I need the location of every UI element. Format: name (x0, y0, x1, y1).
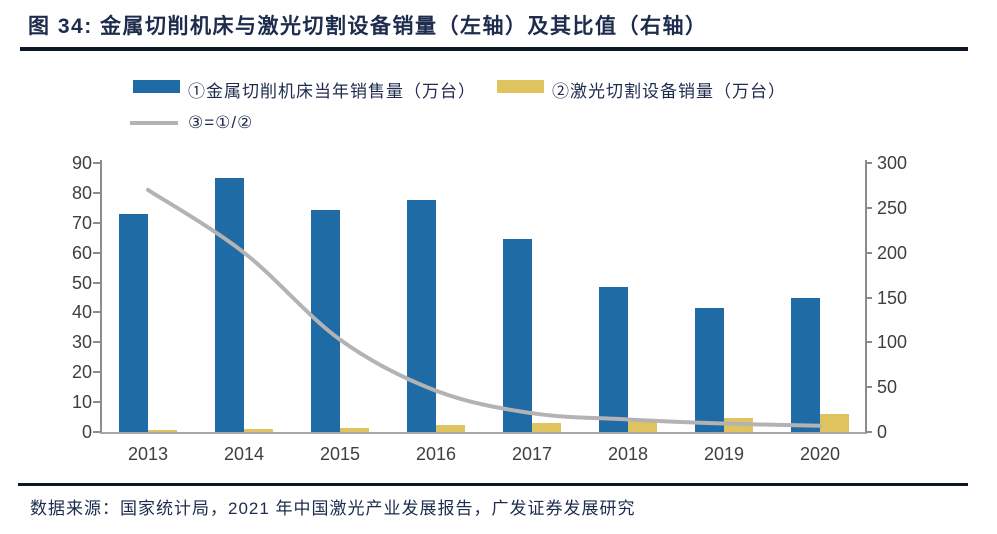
figure-title: 图 34: 金属切削机床与激光切割设备销量（左轴）及其比值（右轴） (28, 15, 708, 38)
x-axis-label-2013: 2013 (127, 444, 169, 464)
footer-divider (18, 483, 968, 486)
bar-laser-equipment-2017 (532, 422, 561, 432)
left-axis-tick-mark (93, 401, 100, 404)
left-axis-tick-label: 0 (81, 422, 92, 442)
left-axis-tick-label: 40 (71, 302, 92, 323)
bar-laser-equipment-2019 (724, 417, 753, 432)
x-axis-label-2018: 2018 (607, 444, 649, 464)
bar-laser-equipment-2018 (628, 420, 657, 432)
x-axis-line (100, 432, 867, 434)
left-axis-tick-mark (93, 221, 100, 224)
bar-laser-equipment-2014 (244, 429, 273, 432)
x-axis-label-2016: 2016 (415, 444, 457, 464)
right-axis-tick-mark (865, 341, 872, 344)
x-axis-label-2014: 2014 (223, 444, 265, 464)
left-axis-tick-label: 70 (71, 212, 92, 233)
right-axis-line (865, 160, 867, 432)
legend-ratio-line-swatch (130, 121, 178, 125)
right-axis-tick-mark (865, 162, 872, 164)
bar-machine-tools-2019 (695, 307, 724, 432)
right-axis-tick-label: 300 (877, 153, 908, 173)
legend-laser-swatch (497, 80, 544, 93)
left-axis-tick-mark (93, 251, 100, 254)
bar-laser-equipment-2015 (340, 427, 369, 432)
left-axis-tick-mark (93, 431, 100, 433)
left-axis-line (100, 160, 102, 432)
right-axis-tick-mark (865, 431, 872, 433)
left-axis-tick-label: 90 (71, 153, 92, 173)
x-axis-label-2017: 2017 (511, 444, 553, 464)
x-axis-label-2015: 2015 (319, 444, 361, 464)
left-axis-tick-label: 50 (71, 272, 92, 293)
left-axis-tick-label: 30 (71, 332, 92, 353)
right-axis-tick-label: 50 (877, 377, 898, 398)
right-axis-tick-label: 200 (877, 242, 908, 263)
left-axis-tick-label: 20 (71, 362, 92, 383)
data-source-note: 数据来源：国家统计局，2021 年中国激光产业发展报告，广发证券发展研究 (30, 499, 636, 518)
right-axis-tick-mark (865, 296, 872, 299)
left-axis-tick-mark (93, 341, 100, 344)
bar-machine-tools-2013 (119, 213, 148, 432)
bar-machine-tools-2015 (311, 209, 340, 432)
x-axis-label-2019: 2019 (703, 444, 745, 464)
left-axis-tick-label: 10 (71, 392, 92, 413)
legend-machine-tools-label: ①金属切削机床当年销售量（万台） (188, 82, 476, 101)
right-axis-tick-mark (865, 386, 872, 389)
legend-laser-label: ②激光切割设备销量（万台） (552, 82, 786, 101)
left-axis-tick-mark (93, 371, 100, 374)
bar-laser-equipment-2020 (820, 414, 849, 432)
bar-machine-tools-2014 (215, 177, 244, 432)
right-axis-tick-label: 250 (877, 197, 908, 218)
bar-machine-tools-2020 (791, 297, 820, 432)
bar-machine-tools-2016 (407, 200, 436, 432)
left-axis-tick-label: 80 (71, 182, 92, 203)
title-divider (20, 47, 968, 51)
bar-machine-tools-2017 (503, 239, 532, 432)
legend-ratio-label: ③=①/② (188, 113, 254, 132)
bar-laser-equipment-2013 (148, 429, 177, 432)
left-axis-tick-mark (93, 162, 100, 164)
bar-laser-equipment-2016 (436, 425, 465, 432)
left-axis-tick-mark (93, 311, 100, 314)
right-axis-tick-mark (865, 251, 872, 254)
left-axis-tick-mark (93, 191, 100, 194)
bar-machine-tools-2018 (599, 287, 628, 432)
x-axis-label-2020: 2020 (799, 444, 841, 464)
left-axis-tick-label: 60 (71, 242, 92, 263)
right-axis-tick-label: 0 (877, 422, 888, 442)
left-axis-tick-mark (93, 281, 100, 284)
legend-machine-tools-swatch (133, 80, 180, 93)
right-axis-tick-mark (865, 206, 872, 209)
right-axis-tick-label: 150 (877, 287, 908, 308)
right-axis-tick-label: 100 (877, 332, 908, 353)
